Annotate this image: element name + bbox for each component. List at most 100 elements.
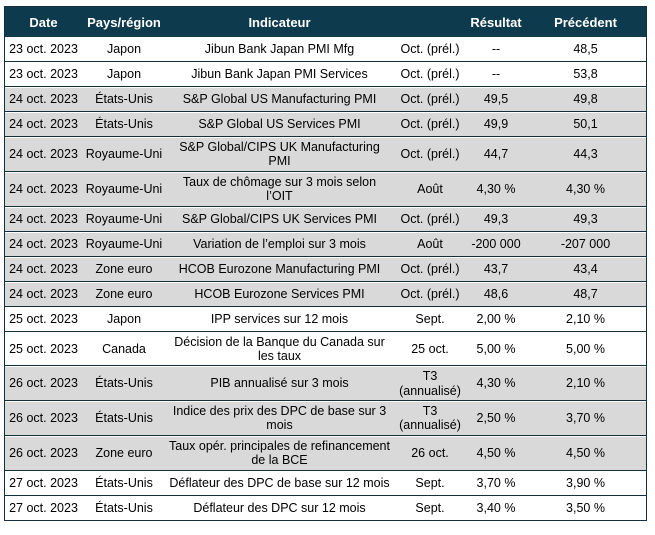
cell-previous: 49,8 [525, 87, 646, 112]
cell-result: -- [467, 62, 525, 87]
cell-date: 24 oct. 2023 [5, 256, 82, 282]
cell-indicator: Variation de l’emploi sur 3 mois [166, 231, 393, 257]
cell-period: Oct. (prél.) [393, 62, 467, 87]
cell-previous: 3,90 % [525, 470, 646, 496]
cell-result: 49,5 [467, 87, 525, 112]
cell-date: 26 oct. 2023 [5, 366, 82, 401]
cell-result: -- [467, 37, 525, 62]
table-row: 25 oct. 2023 Canada Décision de la Banqu… [5, 331, 646, 367]
cell-date: 26 oct. 2023 [5, 401, 82, 436]
cell-date: 23 oct. 2023 [5, 62, 82, 87]
cell-indicator: Taux de chômage sur 3 mois selon l’OIT [166, 171, 393, 207]
cell-previous: 53,8 [525, 62, 646, 87]
cell-date: 24 oct. 2023 [5, 281, 82, 307]
cell-period: Oct. (prél.) [393, 87, 467, 112]
cell-period: Sept. [393, 306, 467, 332]
cell-region: Zone euro [82, 435, 166, 471]
cell-indicator: HCOB Eurozone Manufacturing PMI [166, 256, 393, 282]
cell-indicator: Jibun Bank Japan PMI Mfg [166, 37, 393, 62]
cell-date: 25 oct. 2023 [5, 306, 82, 332]
table-row: 27 oct. 2023 États-Unis Déflateur des DP… [5, 470, 646, 496]
cell-indicator: Décision de la Banque du Canada sur les … [166, 331, 393, 367]
cell-region: États-Unis [82, 366, 166, 401]
economic-calendar-sheet: Date Pays/région Indicateur Résultat Pré… [4, 6, 647, 521]
cell-previous: 43,4 [525, 256, 646, 282]
cell-previous: 48,5 [525, 37, 646, 62]
cell-indicator: Indice des prix des DPC de base sur 3 mo… [166, 401, 393, 436]
table-row: 24 oct. 2023 États-Unis S&P Global US Se… [5, 112, 646, 137]
cell-period: Sept. [393, 470, 467, 496]
cell-indicator: Déflateur des DPC de base sur 12 mois [166, 470, 393, 496]
cell-date: 23 oct. 2023 [5, 37, 82, 62]
cell-date: 27 oct. 2023 [5, 470, 82, 496]
cell-region: Zone euro [82, 256, 166, 282]
cell-region: États-Unis [82, 495, 166, 520]
table-body: 23 oct. 2023 Japon Jibun Bank Japan PMI … [5, 37, 646, 520]
cell-date: 24 oct. 2023 [5, 171, 82, 207]
header-row: Date Pays/région Indicateur Résultat Pré… [5, 7, 646, 37]
cell-period: Août [393, 231, 467, 257]
column-header-previous: Précédent [525, 7, 646, 37]
table-row: 27 oct. 2023 États-Unis Déflateur des DP… [5, 495, 646, 520]
cell-period: Oct. (prél.) [393, 37, 467, 62]
cell-date: 25 oct. 2023 [5, 331, 82, 367]
cell-region: Royaume-Uni [82, 137, 166, 172]
cell-result: -200 000 [467, 231, 525, 257]
cell-period: Oct. (prél.) [393, 206, 467, 232]
cell-period: 26 oct. [393, 435, 467, 471]
cell-result: 4,30 % [467, 171, 525, 207]
cell-previous: 5,00 % [525, 331, 646, 367]
column-header-result: Résultat [467, 7, 525, 37]
cell-period: Août [393, 171, 467, 207]
cell-previous: 2,10 % [525, 306, 646, 332]
cell-date: 24 oct. 2023 [5, 137, 82, 172]
cell-region: États-Unis [82, 112, 166, 137]
cell-date: 24 oct. 2023 [5, 87, 82, 112]
cell-region: États-Unis [82, 401, 166, 436]
cell-indicator: HCOB Eurozone Services PMI [166, 281, 393, 307]
cell-result: 3,40 % [467, 495, 525, 520]
cell-indicator: Jibun Bank Japan PMI Services [166, 62, 393, 87]
cell-previous: 49,3 [525, 206, 646, 232]
cell-previous: -207 000 [525, 231, 646, 257]
table-row: 23 oct. 2023 Japon Jibun Bank Japan PMI … [5, 62, 646, 87]
cell-result: 3,70 % [467, 470, 525, 496]
cell-result: 49,3 [467, 206, 525, 232]
cell-region: Japon [82, 306, 166, 332]
cell-previous: 3,70 % [525, 401, 646, 436]
table-row: 24 oct. 2023 Zone euro HCOB Eurozone Ser… [5, 281, 646, 307]
cell-region: Japon [82, 37, 166, 62]
cell-period: Oct. (prél.) [393, 256, 467, 282]
table-row: 26 oct. 2023 Zone euro Taux opér. princi… [5, 435, 646, 471]
cell-indicator: S&P Global US Manufacturing PMI [166, 87, 393, 112]
cell-indicator: S&P Global/CIPS UK Manufacturing PMI [166, 137, 393, 172]
cell-date: 24 oct. 2023 [5, 112, 82, 137]
cell-result: 49,9 [467, 112, 525, 137]
cell-result: 2,00 % [467, 306, 525, 332]
cell-date: 24 oct. 2023 [5, 231, 82, 257]
cell-result: 44,7 [467, 137, 525, 172]
cell-region: Zone euro [82, 281, 166, 307]
column-header-date: Date [5, 7, 82, 37]
cell-date: 26 oct. 2023 [5, 435, 82, 471]
cell-region: Royaume-Uni [82, 171, 166, 207]
column-header-region: Pays/région [82, 7, 166, 37]
cell-previous: 4,30 % [525, 171, 646, 207]
cell-previous: 3,50 % [525, 495, 646, 520]
cell-indicator: S&P Global/CIPS UK Services PMI [166, 206, 393, 232]
cell-indicator: PIB annualisé sur 3 mois [166, 366, 393, 401]
cell-previous: 48,7 [525, 281, 646, 307]
cell-indicator: S&P Global US Services PMI [166, 112, 393, 137]
cell-region: Royaume-Uni [82, 206, 166, 232]
column-header-period [393, 7, 467, 37]
economic-calendar-table: Date Pays/région Indicateur Résultat Pré… [4, 6, 647, 521]
cell-region: Royaume-Uni [82, 231, 166, 257]
column-header-indicator: Indicateur [166, 7, 393, 37]
table-row: 26 oct. 2023 États-Unis PIB annualisé su… [5, 366, 646, 401]
table-row: 24 oct. 2023 États-Unis S&P Global US Ma… [5, 87, 646, 112]
cell-result: 4,30 % [467, 366, 525, 401]
table-row: 25 oct. 2023 Japon IPP services sur 12 m… [5, 306, 646, 332]
table-row: 24 oct. 2023 Zone euro HCOB Eurozone Man… [5, 256, 646, 282]
cell-indicator: IPP services sur 12 mois [166, 306, 393, 332]
cell-previous: 2,10 % [525, 366, 646, 401]
